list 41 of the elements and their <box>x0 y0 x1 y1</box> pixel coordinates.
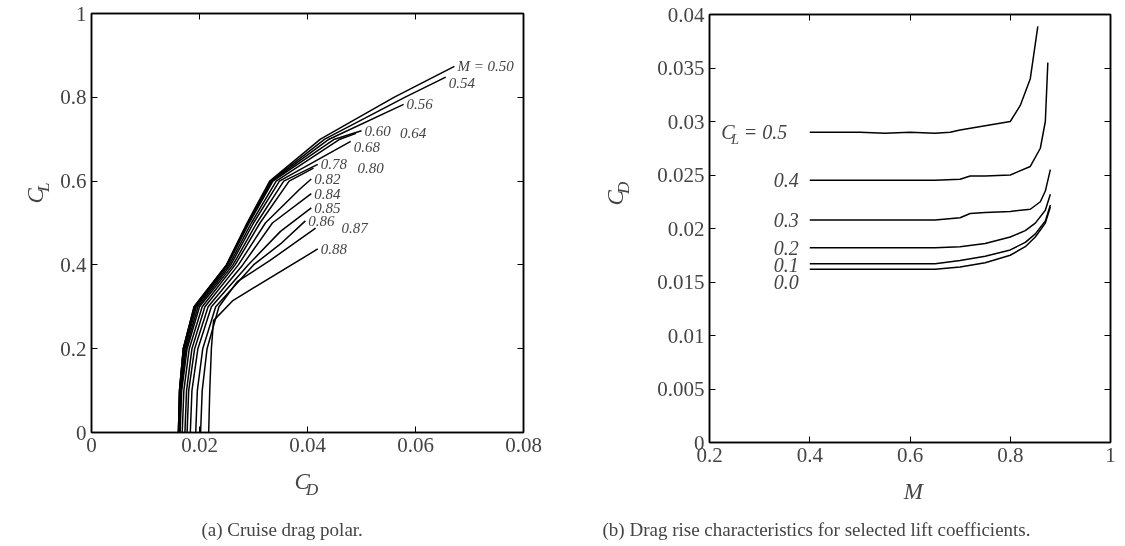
series-label: 0.88 <box>320 240 348 257</box>
text: 0.80 <box>357 160 385 177</box>
y-axis-title: CL <box>23 182 54 204</box>
x-tick-label: 0.04 <box>289 432 327 457</box>
y-tick-label: 0.4 <box>60 252 87 277</box>
series-label: 0.84 <box>314 185 342 202</box>
series-label: 0.78 <box>320 156 348 173</box>
series-label: 0.54 <box>448 75 476 92</box>
y-tick-label: 0.035 <box>657 56 705 80</box>
series-label: 0.60 <box>364 122 392 139</box>
y-tick-label: 0.6 <box>60 169 87 194</box>
y-tick-label: 0.04 <box>667 2 705 27</box>
series-label: 0.68 <box>353 139 381 156</box>
y-tick-label: 0.015 <box>657 270 705 294</box>
series-label: 0.4 <box>773 169 799 192</box>
text: 0.64 <box>400 125 427 142</box>
x-tick-label: 0.08 <box>505 432 542 457</box>
text: (b) Drag rise characteristics for selected lift coefficients. <box>602 519 1031 541</box>
x-tick-label: 0.06 <box>397 432 434 457</box>
x-tick-label: 0.6 <box>896 442 924 467</box>
y-tick-label: 0.005 <box>657 377 705 401</box>
x-axis-title: M <box>902 479 925 504</box>
series-label: M = 0.50 <box>456 58 515 75</box>
x-tick-label: 0.8 <box>997 442 1024 467</box>
y-axis-title: CD <box>603 180 634 206</box>
text: (a) Cruise drag polar. <box>201 519 363 541</box>
x-tick-label: 0.02 <box>181 432 218 457</box>
series-label: 0.2 <box>773 236 799 259</box>
y-tick-label: 0.2 <box>60 336 87 361</box>
series-label: 0.82 <box>314 171 342 188</box>
series-label: 0.3 <box>773 208 799 231</box>
x-tick-label: 1 <box>1105 442 1116 467</box>
y-tick-label: 0.01 <box>667 323 705 348</box>
series-label: 0.87 <box>341 220 370 237</box>
y-tick-label: 1 <box>76 1 87 26</box>
y-tick-label: 0.02 <box>667 216 705 241</box>
y-tick-label: 0.8 <box>60 85 87 110</box>
x-tick-label: 0.4 <box>796 442 824 467</box>
series-label: 0.56 <box>406 96 434 113</box>
y-tick-label: 0.025 <box>657 163 705 187</box>
y-tick-label: 0.03 <box>667 109 705 134</box>
